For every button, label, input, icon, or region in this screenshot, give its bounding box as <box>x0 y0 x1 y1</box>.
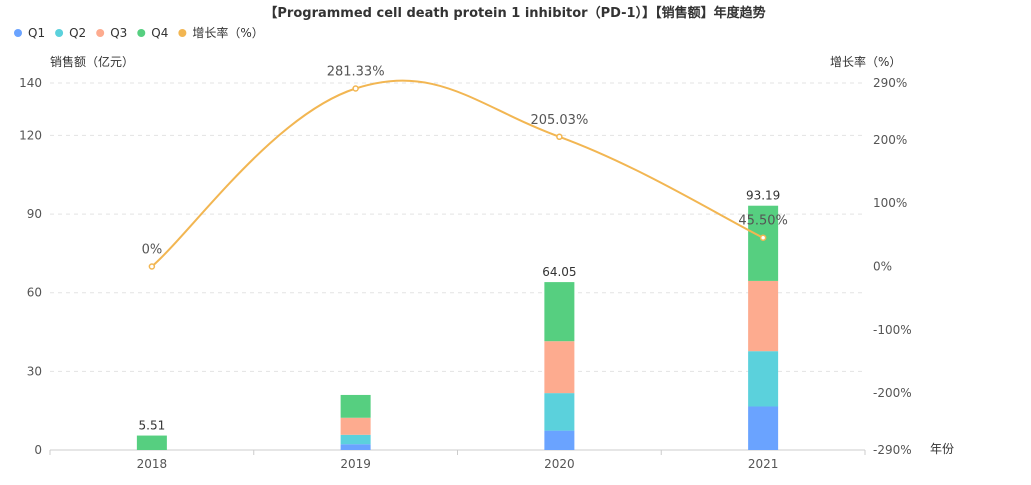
growth-point-2021 <box>759 234 767 241</box>
y2-tick-label-1: -200% <box>873 386 912 400</box>
bars: 5.51 64.05 93.19 <box>136 189 780 450</box>
y-axis-title: 销售额（亿元） <box>50 54 134 69</box>
y2-tick-label-3: 0% <box>873 260 892 274</box>
legend-marker-4 <box>178 29 187 37</box>
x-tick-label-3: 2021 <box>748 457 779 471</box>
growth-label-2021: 45.50% <box>738 214 788 229</box>
legend-marker-3 <box>137 29 146 37</box>
bar-2019-Q1 <box>340 444 371 450</box>
bar-2020-Q4 <box>544 282 575 342</box>
growth-label-2018: 0% <box>142 243 163 258</box>
bar-2020-Q1 <box>544 430 575 450</box>
x-tick-label-2: 2020 <box>544 457 575 471</box>
y2-axis-title: 增长率（%） <box>830 54 901 69</box>
y-tick-label-3: 90 <box>27 207 42 221</box>
legend-marker-2 <box>96 29 105 37</box>
y-tick-label-1: 30 <box>27 364 42 378</box>
x-tick-label-1: 2019 <box>340 457 371 471</box>
y-tick-label-4: 120 <box>19 128 42 142</box>
growth-line-layer: 0% 281.33% 205.03% 45.50% <box>142 64 788 270</box>
growth-line <box>151 79 764 268</box>
y2-tick-label-6: 290% <box>873 76 907 90</box>
axes: 0 30 60 90 120 140 -290% -200% -100% 0% 100% 200% 29… <box>19 76 912 471</box>
y2-tick-label-0: -290% <box>873 443 912 457</box>
y-tick-label-5: 140 <box>19 76 42 90</box>
growth-point-2020 <box>556 133 563 141</box>
growth-label-2019: 281.33% <box>327 64 385 79</box>
legend-marker-1 <box>55 29 64 37</box>
y-tick-label-2: 60 <box>27 286 42 300</box>
y2-tick-label-5: 200% <box>873 133 907 147</box>
bar-total-label-2018: 5.51 <box>139 419 166 433</box>
legend: Q1 Q2 Q3 Q4 增长率（%） <box>14 25 264 40</box>
bar-2019-Q2 <box>340 434 371 445</box>
y2-tick-label-2: -100% <box>873 323 912 337</box>
bar-2020-Q3 <box>544 341 575 394</box>
bar-2021-Q4 <box>748 205 779 281</box>
bar-total-label-2021: 93.19 <box>746 189 780 203</box>
chart-title: 【Programmed cell death protein 1 inhibit… <box>264 5 765 21</box>
bar-2021-Q2 <box>748 351 779 407</box>
bar-2019-Q3 <box>340 417 371 435</box>
growth-point-2019 <box>352 85 359 92</box>
legend-marker-0 <box>14 29 22 37</box>
bar-2021-Q3 <box>748 280 779 352</box>
bar-total-label-2020: 64.05 <box>542 265 576 279</box>
legend-label-1: Q2 <box>69 26 86 40</box>
legend-label-0: Q1 <box>28 26 45 40</box>
legend-label-3: Q4 <box>151 26 168 40</box>
legend-label-4: 增长率（%） <box>192 25 263 40</box>
bar-2019-Q4 <box>340 394 371 418</box>
x-axis-title: 年份 <box>930 442 954 456</box>
y2-tick-label-4: 100% <box>873 196 907 210</box>
y-tick-label-0: 0 <box>34 443 42 457</box>
x-tick-label-0: 2018 <box>137 457 168 471</box>
growth-point-2018 <box>148 263 156 270</box>
bar-2018-Q4 <box>136 435 167 450</box>
bar-2020-Q2 <box>544 393 575 431</box>
bar-2021-Q1 <box>748 406 779 450</box>
growth-label-2020: 205.03% <box>530 113 588 128</box>
legend-label-2: Q3 <box>110 26 127 40</box>
